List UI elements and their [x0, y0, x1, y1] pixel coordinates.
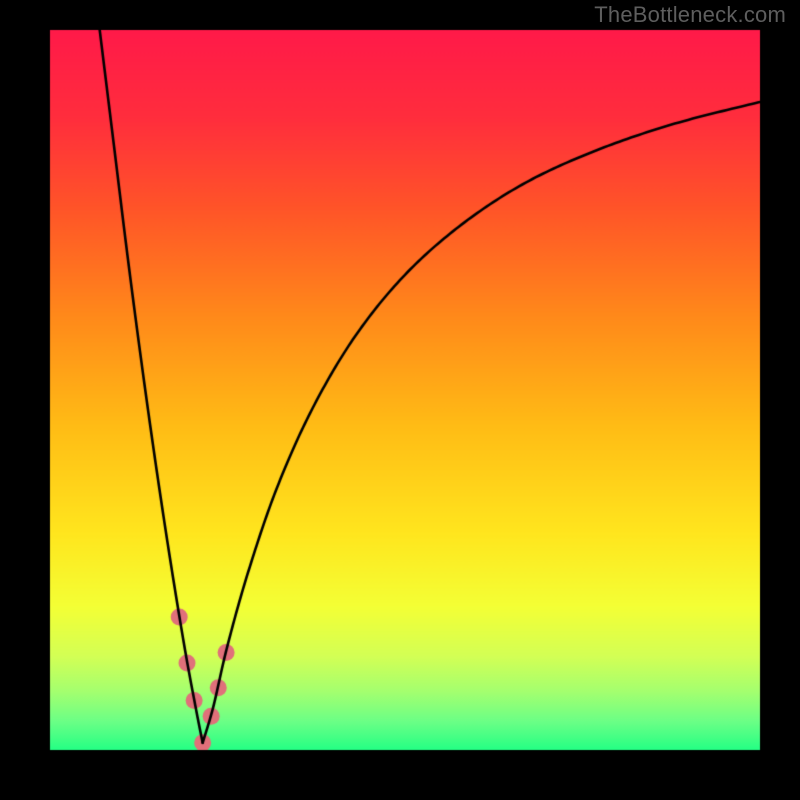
bottleneck-chart-canvas — [0, 0, 800, 800]
chart-container: TheBottleneck.com — [0, 0, 800, 800]
watermark-text: TheBottleneck.com — [594, 2, 786, 28]
